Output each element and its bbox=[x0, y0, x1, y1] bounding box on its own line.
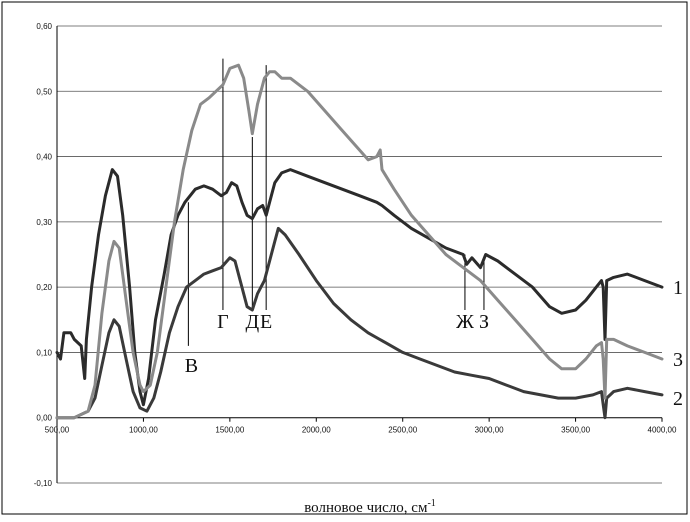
x-tick-label: 2000,00 bbox=[302, 426, 331, 435]
y-tick-label: 0,10 bbox=[36, 348, 52, 357]
x-axis-title-superscript: -1 bbox=[427, 498, 435, 509]
y-tick-label: 0,40 bbox=[36, 153, 52, 162]
x-tick-label: 1500,00 bbox=[215, 426, 244, 435]
x-tick-label: 1000,00 bbox=[129, 426, 158, 435]
series-line-2 bbox=[55, 226, 664, 420]
annotation-label: Ж bbox=[456, 311, 474, 333]
series-layer bbox=[55, 63, 664, 420]
x-tick-label: 500,00 bbox=[45, 426, 70, 435]
series-end-label: 1 bbox=[673, 277, 683, 299]
x-tick-label: 2500,00 bbox=[388, 426, 417, 435]
y-tick-label: -0,10 bbox=[34, 479, 53, 488]
annotation-label: Е bbox=[260, 311, 272, 333]
y-tick-label: 0,50 bbox=[36, 87, 52, 96]
x-axis-title-text: волновое число, см bbox=[304, 500, 428, 516]
x-tick-label: 3000,00 bbox=[475, 426, 504, 435]
annotation-label: Д bbox=[246, 311, 260, 333]
series-line-3 bbox=[55, 63, 664, 420]
annotation-label: З bbox=[479, 311, 489, 333]
series-end-label: 2 bbox=[673, 388, 683, 410]
y-tick-label: 0,60 bbox=[36, 22, 52, 31]
y-tick-label: 0,00 bbox=[36, 414, 52, 423]
annotation-label: Г bbox=[217, 311, 229, 333]
x-tick-label: 4000,00 bbox=[648, 426, 677, 435]
annotation-label: В bbox=[185, 355, 198, 377]
y-tick-label: 0,30 bbox=[36, 218, 52, 227]
x-axis-title: волновое число, см-1 bbox=[304, 498, 436, 516]
series-line-1 bbox=[55, 168, 664, 407]
y-tick-label: 0,20 bbox=[36, 283, 52, 292]
labels-layer: 1 3 2 bbox=[673, 277, 683, 410]
axes-layer: -0,10 0,00 0,10 0,20 0,30 0,40 0,50 0,60 500,00 1… bbox=[34, 22, 677, 488]
series-end-label: 3 bbox=[673, 349, 683, 371]
x-tick-label: 3500,00 bbox=[561, 426, 590, 435]
annotation-layer: ВГ Д Е Ж З bbox=[185, 58, 489, 377]
